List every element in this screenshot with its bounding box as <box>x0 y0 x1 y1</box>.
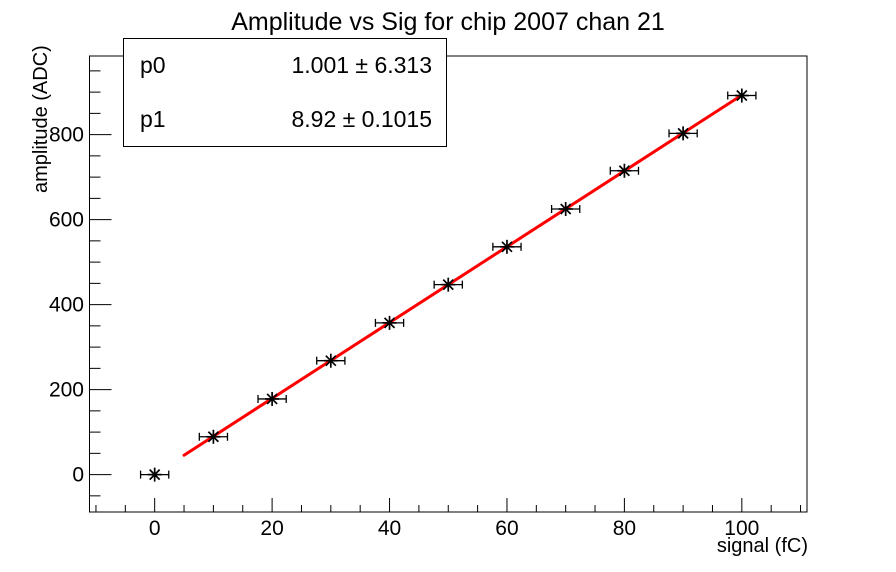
x-tick-label: 40 <box>378 517 401 540</box>
y-tick-label: 200 <box>49 379 84 402</box>
y-tick-label: 0 <box>72 464 84 487</box>
data-point-marker <box>433 277 463 292</box>
chart-layer: 0 20 40 60 80 100 0 200 400 600 800 <box>49 55 808 540</box>
stats-param-name-p0: p0 <box>140 52 166 79</box>
data-point-marker <box>198 429 229 444</box>
x-tick-label: 100 <box>724 517 759 540</box>
x-tick-label: 80 <box>613 517 636 540</box>
y-tick-label: 800 <box>49 124 84 147</box>
data-point-marker <box>316 353 346 368</box>
x-tick-label: 0 <box>149 517 161 540</box>
data-point-marker <box>550 201 581 216</box>
data-point-marker <box>257 391 287 406</box>
data-point-marker <box>139 467 170 482</box>
stats-param-name-p1: p1 <box>140 105 166 132</box>
y-axis-title: amplitude (ADC) <box>30 45 52 193</box>
x-axis-title: signal (fC) <box>717 535 808 557</box>
x-tick-label: 20 <box>260 517 283 540</box>
y-tick-label: 400 <box>49 294 84 317</box>
data-point-marker <box>492 239 522 254</box>
stats-param-value-p0: 1.001 ± 6.313 <box>291 52 432 79</box>
data-point-marker <box>668 126 698 141</box>
data-point-marker <box>374 315 405 330</box>
data-point-marker <box>727 88 757 103</box>
chart-title: Amplitude vs Sig for chip 2007 chan 21 <box>231 8 665 36</box>
data-point-marker <box>609 163 640 178</box>
stats-row-p1: p1 8.92 ± 0.1015 <box>124 106 446 133</box>
stats-row-p0: p0 1.001 ± 6.313 <box>124 52 446 79</box>
fit-stats-box: p0 1.001 ± 6.313 p1 8.92 ± 0.1015 <box>123 38 447 147</box>
stats-param-value-p1: 8.92 ± 0.1015 <box>291 105 432 132</box>
x-tick-label: 60 <box>495 517 518 540</box>
fit-line <box>182 93 744 457</box>
y-tick-label: 600 <box>49 209 84 232</box>
